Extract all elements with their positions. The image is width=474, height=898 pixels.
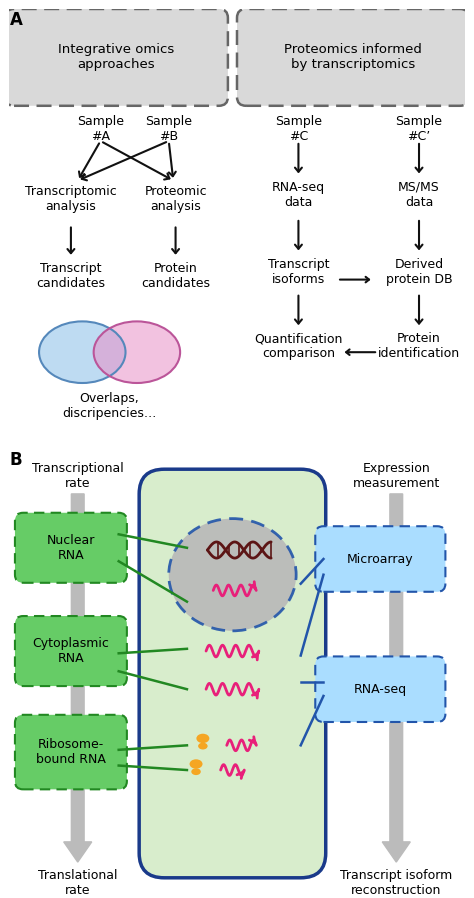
Ellipse shape (191, 769, 201, 775)
Ellipse shape (39, 321, 126, 383)
Text: Transcript
isoforms: Transcript isoforms (268, 258, 329, 286)
FancyArrow shape (382, 494, 410, 862)
Text: Quantification
comparison: Quantification comparison (254, 332, 343, 360)
Text: Translational
rate: Translational rate (38, 869, 118, 897)
Text: Sample
#C’: Sample #C’ (395, 115, 443, 143)
Ellipse shape (196, 734, 210, 744)
Text: Cytoplasmic
RNA: Cytoplasmic RNA (33, 637, 109, 665)
FancyArrow shape (64, 494, 92, 862)
Text: Integrative omics
approaches: Integrative omics approaches (58, 43, 174, 71)
Ellipse shape (169, 519, 296, 630)
Ellipse shape (190, 760, 202, 769)
Ellipse shape (94, 321, 180, 383)
Text: Derived
protein DB: Derived protein DB (386, 258, 452, 286)
FancyBboxPatch shape (237, 9, 469, 106)
Text: A: A (9, 11, 22, 29)
Text: Sample
#C: Sample #C (275, 115, 322, 143)
Text: Ribosome-
bound RNA: Ribosome- bound RNA (36, 738, 106, 766)
Text: Sample
#B: Sample #B (145, 115, 192, 143)
Text: RNA-seq: RNA-seq (354, 682, 407, 696)
Text: Sample
#A: Sample #A (77, 115, 124, 143)
Text: B: B (9, 451, 22, 470)
Text: Proteomic
analysis: Proteomic analysis (144, 185, 207, 213)
Text: Transcript isoform
reconstruction: Transcript isoform reconstruction (340, 869, 452, 897)
Text: Protein
candidates: Protein candidates (141, 262, 210, 290)
FancyBboxPatch shape (15, 513, 127, 583)
Text: Transcript
candidates: Transcript candidates (36, 262, 105, 290)
FancyBboxPatch shape (315, 656, 446, 722)
Text: MS/MS
data: MS/MS data (398, 180, 440, 208)
Text: Microarray: Microarray (347, 552, 414, 566)
FancyBboxPatch shape (15, 616, 127, 686)
FancyBboxPatch shape (5, 9, 228, 106)
Text: Proteomics informed
by transcriptomics: Proteomics informed by transcriptomics (284, 43, 422, 71)
Text: Expression
measurement: Expression measurement (353, 462, 440, 490)
Text: RNA-seq
data: RNA-seq data (272, 180, 325, 208)
Text: Protein
identification: Protein identification (378, 332, 460, 360)
Text: Transcriptomic
analysis: Transcriptomic analysis (25, 185, 117, 213)
FancyBboxPatch shape (139, 469, 326, 878)
Text: Nuclear
RNA: Nuclear RNA (47, 533, 95, 562)
Ellipse shape (198, 743, 208, 750)
Text: Overlaps,
discripencies…: Overlaps, discripencies… (63, 392, 157, 419)
FancyBboxPatch shape (315, 526, 446, 592)
Text: Transcriptional
rate: Transcriptional rate (32, 462, 124, 490)
FancyBboxPatch shape (15, 715, 127, 789)
